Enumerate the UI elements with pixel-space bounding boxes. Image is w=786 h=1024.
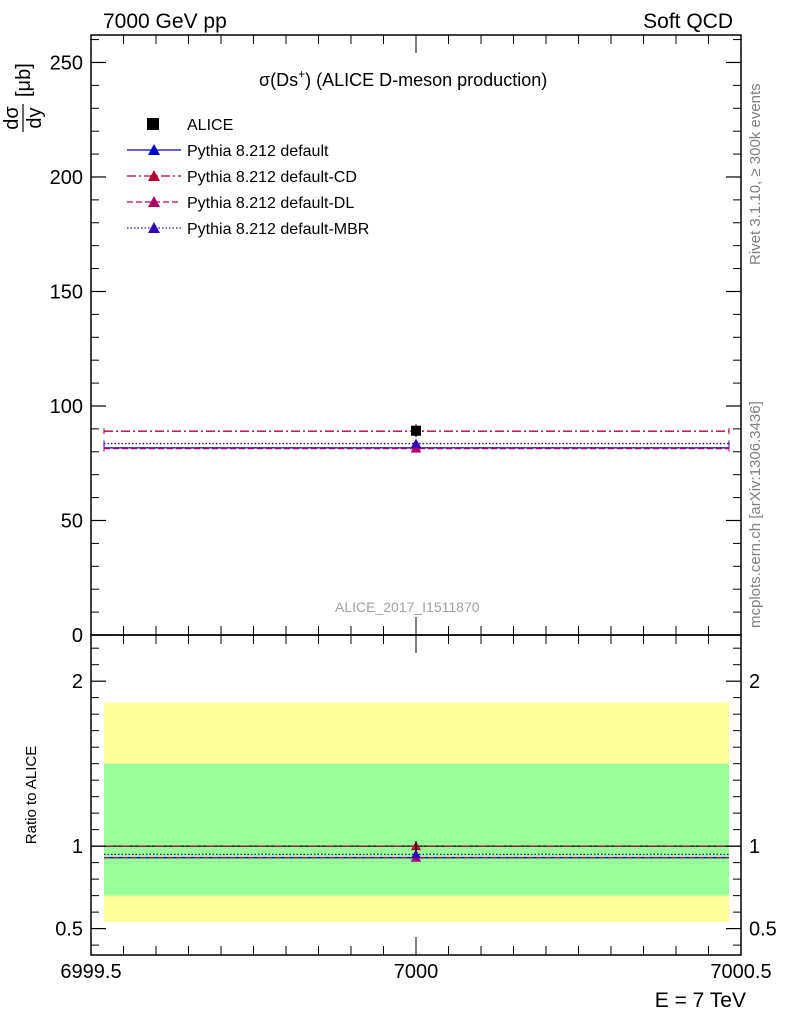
ylabel-unit: [μb]: [13, 63, 35, 97]
main-panel: ALICE_2017_I1511870 0 50 100 150 200 250 σ(Ds…: [1, 34, 742, 647]
ratio-ytick-label-left: 2: [72, 671, 83, 693]
ratio-xtick-label: 7000.5: [710, 961, 771, 983]
legend-marker-triangle: [148, 144, 160, 155]
legend-marker-square: [147, 118, 159, 130]
ratio-y-axis: 0.5 0.5 1 1 2 2: [55, 647, 777, 946]
rivet-label: Rivet 3.1.10, ≥ 300k events: [747, 83, 764, 265]
ylabel-num: dσ: [1, 106, 23, 130]
header-left: 7000 GeV pp: [103, 10, 227, 33]
main-ytick-label: 200: [50, 167, 83, 189]
header-right: Soft QCD: [643, 10, 733, 33]
main-ytick-label: 50: [61, 510, 83, 532]
mcplots-label: mcplots.cern.ch [arXiv:1306.3436]: [747, 401, 764, 628]
legend-item: Pythia 8.212 default-MBR: [127, 221, 369, 238]
main-y-axis: 0 50 100 150 200 250: [50, 39, 741, 647]
ratio-series-marker: [411, 849, 421, 859]
main-ytick-label: 150: [50, 281, 83, 303]
main-series-marker: [411, 443, 421, 453]
ylabel-den: dy: [24, 107, 46, 128]
ratio-xtick-label: 7000: [394, 961, 439, 983]
legend-item: ALICE: [147, 117, 233, 134]
x-axis-label: E = 7 TeV: [655, 989, 746, 1012]
legend-label: Pythia 8.212 default: [187, 143, 329, 160]
ratio-band-green: [104, 763, 729, 896]
legend-label: ALICE: [187, 117, 233, 134]
legend-label: Pythia 8.212 default-CD: [187, 169, 357, 186]
ratio-ytick-label-left: 1: [72, 836, 83, 858]
legend-marker-triangle: [148, 222, 160, 233]
main-series-group: [103, 424, 730, 453]
legend: ALICE Pythia 8.212 default Pythia 8.212 de…: [127, 117, 369, 238]
ratio-ytick-label-left: 0.5: [55, 919, 83, 941]
main-x-ticks: [90, 35, 742, 635]
main-y-label: dσ dy [μb]: [1, 63, 46, 132]
ratio-ytick-label-right: 0.5: [749, 919, 777, 941]
ratio-ytick-label-right: 1: [749, 836, 760, 858]
data-point: [411, 425, 421, 436]
legend-item: Pythia 8.212 default: [127, 143, 329, 160]
legend-label: Pythia 8.212 default-DL: [187, 195, 354, 212]
legend-marker-triangle: [148, 170, 160, 181]
main-series-marker: [411, 438, 421, 448]
legend-marker-triangle: [148, 196, 160, 207]
ratio-ytick-label-right: 2: [749, 671, 760, 693]
legend-label: Pythia 8.212 default-MBR: [187, 221, 369, 238]
main-ytick-label: 0: [72, 625, 83, 647]
ratio-y-label: Ratio to ALICE: [23, 746, 40, 844]
ratio-series-group: [104, 841, 729, 862]
ratio-bands: [91, 702, 741, 923]
chart-title: σ(Ds+) (ALICE D-meson production): [259, 67, 547, 90]
watermark: ALICE_2017_I1511870: [335, 599, 480, 615]
legend-item: Pythia 8.212 default-CD: [127, 169, 357, 186]
ratio-x-axis: 6999.5 7000 7000.5: [60, 635, 772, 983]
main-ytick-label: 250: [50, 52, 83, 74]
main-ytick-label: 100: [50, 396, 83, 418]
legend-item: Pythia 8.212 default-DL: [127, 195, 354, 212]
ratio-xtick-label: 6999.5: [60, 961, 121, 983]
ratio-panel: 0.5 0.5 1 1 2 2 6999.5 7000 7000.5 Ratio to ALI…: [23, 634, 777, 1012]
